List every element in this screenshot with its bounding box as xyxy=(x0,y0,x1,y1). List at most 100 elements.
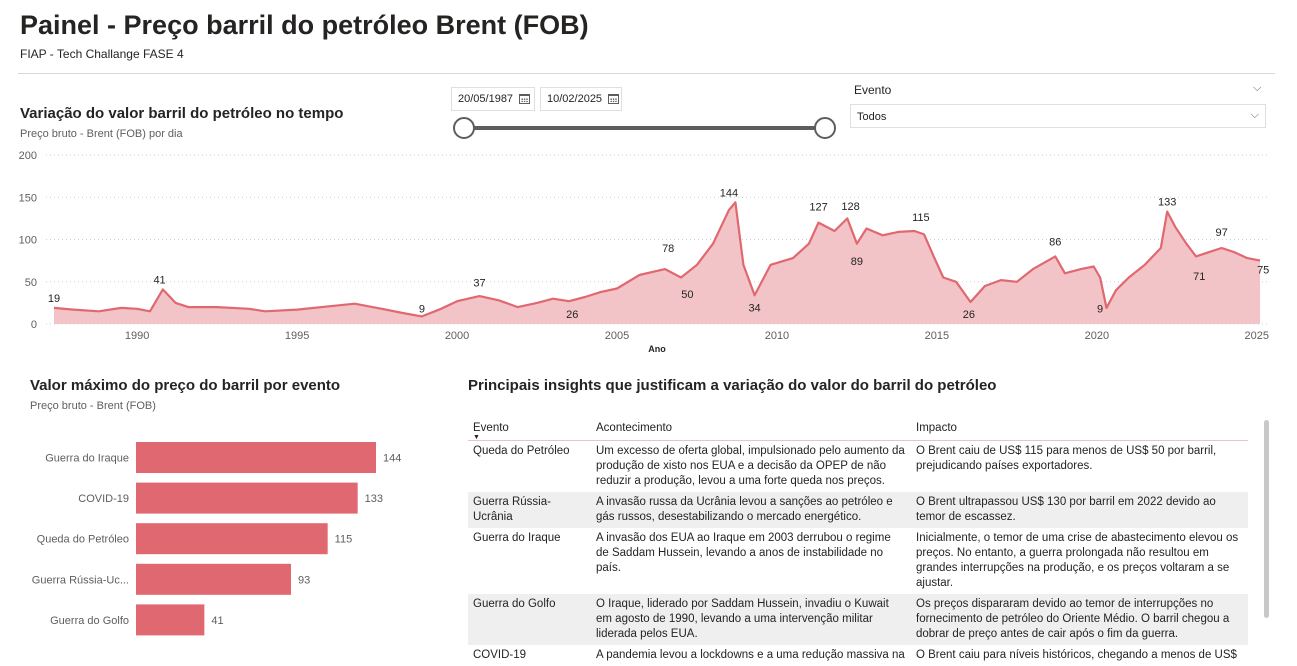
value-label: 41 xyxy=(211,615,223,627)
evento-dropdown[interactable]: Todos ⌵ xyxy=(850,104,1266,128)
data-label: 41 xyxy=(153,274,165,286)
cell-impacto: O Brent caiu para níveis históricos, che… xyxy=(916,649,1237,661)
data-label: 127 xyxy=(809,202,827,214)
cell-evento: Guerra Rússia-Ucrânia xyxy=(468,492,591,528)
x-tick-label: 2020 xyxy=(1085,330,1109,342)
x-tick-label: 2015 xyxy=(925,330,949,342)
data-label: 86 xyxy=(1049,236,1061,248)
data-label: 50 xyxy=(681,289,693,301)
y-tick-label: 0 xyxy=(31,319,37,331)
line-chart-subtitle: Preço bruto - Brent (FOB) por dia xyxy=(20,128,183,140)
x-tick-label: 2010 xyxy=(765,330,789,342)
cell-impacto: Inicialmente, o temor de uma crise de ab… xyxy=(916,532,1239,589)
bar xyxy=(136,604,205,636)
category-label: Guerra Rússia-Uc... xyxy=(32,574,129,586)
data-label: 71 xyxy=(1193,271,1205,283)
x-tick-label: 2005 xyxy=(605,330,629,342)
table-row[interactable]: Guerra Rússia-Ucrânia A invasão russa da … xyxy=(468,492,1248,528)
date-start-value: 20/05/1987 xyxy=(458,93,514,105)
calendar-icon[interactable] xyxy=(519,94,531,104)
series-area xyxy=(54,202,1260,324)
data-label: 9 xyxy=(419,303,425,315)
x-tick-label: 2025 xyxy=(1245,330,1269,342)
x-tick-label: 1995 xyxy=(285,330,309,342)
table-row[interactable]: Queda do Petróleo Um excesso de oferta gl… xyxy=(468,441,1248,493)
category-label: COVID-19 xyxy=(78,493,129,505)
x-tick-label: 2000 xyxy=(445,330,469,342)
table-row[interactable]: COVID-19 A pandemia levou a lockdowns e a… xyxy=(468,645,1248,666)
chevron-down-icon[interactable]: ⌵ xyxy=(1253,82,1262,94)
bar xyxy=(136,563,291,595)
cell-acontecimento: O Iraque, liderado por Saddam Hussein, i… xyxy=(591,594,911,645)
date-range-start-handle[interactable] xyxy=(453,117,475,139)
data-label: 78 xyxy=(662,243,674,255)
cell-acontecimento: A invasão russa da Ucrânia levou a sançõ… xyxy=(591,492,911,528)
data-label: 37 xyxy=(473,278,485,290)
cell-impacto: O Brent caiu de US$ 115 para menos de US… xyxy=(916,445,1217,472)
date-range-slider-track[interactable] xyxy=(464,126,825,130)
y-tick-label: 100 xyxy=(19,235,37,247)
cell-evento: Guerra do Iraque xyxy=(473,532,561,544)
value-label: 133 xyxy=(365,493,383,505)
date-range-end-handle[interactable] xyxy=(814,117,836,139)
value-label: 144 xyxy=(383,453,401,465)
data-label: 75 xyxy=(1257,265,1269,277)
data-label: 34 xyxy=(748,302,760,314)
column-header-evento[interactable]: Evento ▼ xyxy=(468,418,591,441)
date-end-input[interactable]: 10/02/2025 xyxy=(540,87,622,111)
data-label: 9 xyxy=(1097,303,1103,315)
bar-chart-subtitle: Preço bruto - Brent (FOB) xyxy=(30,400,156,412)
bar-chart-title: Valor máximo do preço do barril por even… xyxy=(30,377,341,394)
max-price-bar-chart[interactable]: Guerra do Iraque 144 COVID-19 133 Queda do P… xyxy=(0,430,440,645)
bar xyxy=(136,482,358,514)
cell-evento: Queda do Petróleo xyxy=(473,445,570,457)
data-label: 144 xyxy=(720,187,738,199)
data-label: 128 xyxy=(841,201,859,213)
cell-impacto: O Brent ultrapassou US$ 130 por barril e… xyxy=(911,492,1248,528)
header-divider xyxy=(18,73,1275,74)
series-line xyxy=(53,201,1261,318)
column-header-impacto[interactable]: Impacto xyxy=(911,418,1248,441)
table-row[interactable]: Guerra do Golfo O Iraque, liderado por Sa… xyxy=(468,594,1248,645)
category-label: Guerra do Iraque xyxy=(45,453,129,465)
evento-selected-value: Todos xyxy=(857,111,887,123)
data-label: 133 xyxy=(1158,197,1176,209)
line-chart-title: Variação do valor barril do petróleo no … xyxy=(20,105,344,122)
data-label: 115 xyxy=(912,212,930,224)
y-tick-label: 150 xyxy=(19,192,37,204)
date-start-input[interactable]: 20/05/1987 xyxy=(451,87,535,111)
calendar-icon[interactable] xyxy=(608,94,620,104)
data-label: 97 xyxy=(1215,227,1227,239)
cell-acontecimento: Um excesso de oferta global, impulsionad… xyxy=(596,445,905,487)
cell-acontecimento: A pandemia levou a lockdowns e a uma red… xyxy=(596,649,905,661)
insights-table[interactable]: Evento ▼ Acontecimento Impacto Queda do P… xyxy=(468,418,1248,666)
x-axis-label: Ano xyxy=(648,344,666,354)
y-tick-label: 200 xyxy=(19,150,37,162)
value-label: 93 xyxy=(298,574,310,586)
bar xyxy=(136,523,328,555)
data-label: 26 xyxy=(963,309,975,321)
category-label: Queda do Petróleo xyxy=(37,534,129,546)
cell-impacto: Os preços dispararam devido ao temor de … xyxy=(911,594,1248,645)
x-tick-label: 1990 xyxy=(125,330,149,342)
table-scrollbar[interactable] xyxy=(1264,420,1269,618)
cell-evento: Guerra do Golfo xyxy=(468,594,591,645)
insights-table-title: Principais insights que justificam a var… xyxy=(468,377,997,394)
cell-evento: COVID-19 xyxy=(473,649,527,661)
column-header-acontecimento[interactable]: Acontecimento xyxy=(591,418,911,441)
data-label: 19 xyxy=(48,293,60,305)
data-label: 89 xyxy=(851,256,863,268)
data-label: 26 xyxy=(566,309,578,321)
chevron-down-icon[interactable]: ⌵ xyxy=(1250,109,1259,121)
bar xyxy=(136,442,376,473)
category-label: Guerra do Golfo xyxy=(50,615,129,627)
date-end-value: 10/02/2025 xyxy=(547,93,603,105)
value-label: 115 xyxy=(335,534,353,546)
price-area-chart[interactable]: 0 50 100 150 200 1990 1995 2000 2005 2010 2015 2020… xyxy=(0,145,1297,355)
table-row[interactable]: Guerra do Iraque A invasão dos EUA ao Ira… xyxy=(468,528,1248,594)
page-title: Painel - Preço barril do petróleo Brent … xyxy=(20,10,589,40)
y-tick-label: 50 xyxy=(25,277,37,289)
page-subtitle: FIAP - Tech Challange FASE 4 xyxy=(20,47,184,61)
cell-acontecimento: A invasão dos EUA ao Iraque em 2003 derr… xyxy=(596,532,891,574)
evento-slicer-label: Evento xyxy=(854,83,892,97)
